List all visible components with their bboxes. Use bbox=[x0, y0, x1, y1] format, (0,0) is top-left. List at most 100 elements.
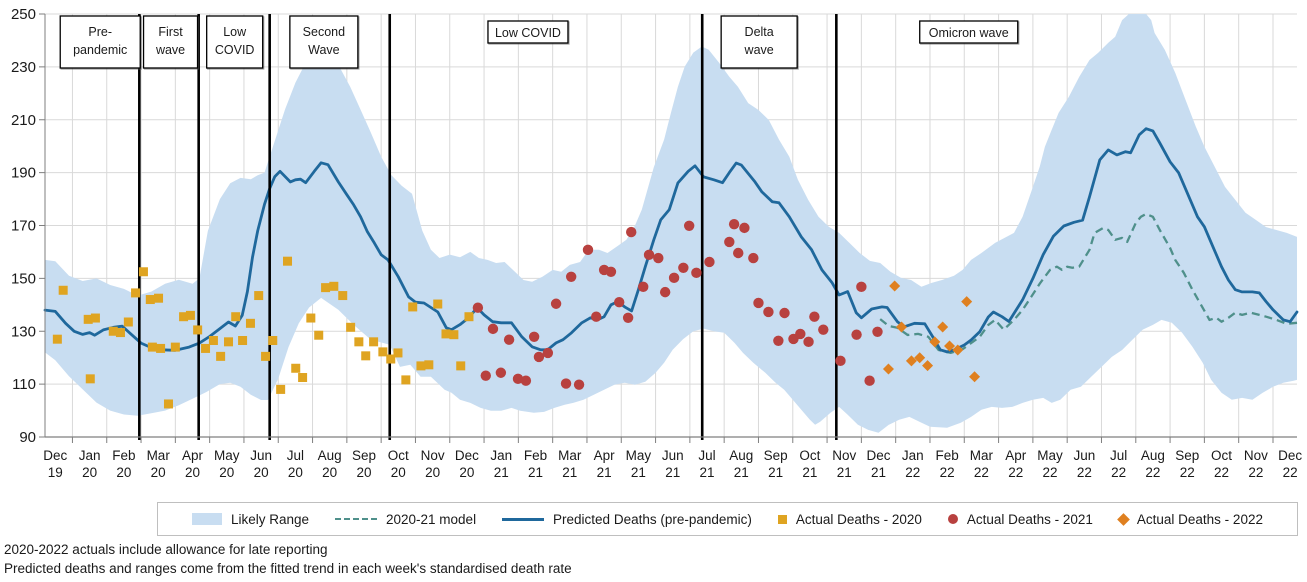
phase-labels: Pre-pandemic First wave Low COVID Second Wave L… bbox=[59, 15, 1019, 69]
phase-label-second-wave: Second Wave bbox=[289, 15, 359, 69]
svg-text:Pre-: Pre- bbox=[88, 25, 112, 39]
svg-text:Low: Low bbox=[223, 25, 247, 39]
footnote-methodology: Predicted deaths and ranges come from th… bbox=[4, 561, 572, 576]
legend-label-actual-2022: Actual Deaths - 2022 bbox=[1136, 511, 1263, 527]
footnote-late-reporting: 2020-2022 actuals include allowance for … bbox=[4, 542, 328, 557]
phase-label-first-wave: First wave bbox=[142, 15, 199, 69]
actual-2020-markers bbox=[52, 256, 474, 409]
legend-label-actual-2021: Actual Deaths - 2021 bbox=[966, 511, 1093, 527]
svg-text:170: 170 bbox=[11, 218, 36, 235]
predicted-deaths-line bbox=[43, 127, 1299, 354]
legend-label-predicted: Predicted Deaths (pre-pandemic) bbox=[553, 511, 752, 527]
phase-dividers bbox=[138, 14, 838, 440]
phase-label-delta-wave: Delta wave bbox=[720, 15, 798, 69]
legend-item-predicted: Predicted Deaths (pre-pandemic) bbox=[502, 512, 752, 527]
phase-label-pre--pandemic: Pre-pandemic bbox=[59, 15, 141, 69]
likely-range-swatch bbox=[192, 513, 222, 525]
footnotes: 2020-2022 actuals include allowance for … bbox=[4, 540, 572, 578]
legend-item-actual-2021: Actual Deaths - 2021 bbox=[947, 511, 1093, 527]
legend-item-likely-range: Likely Range bbox=[192, 512, 309, 527]
actual-2020-swatch bbox=[777, 514, 787, 524]
model-2020-21-line bbox=[879, 212, 1298, 355]
legend-item-model-2020-21: 2020-21 model bbox=[335, 512, 476, 527]
actual-2021-markers bbox=[472, 218, 883, 390]
phase-label-omicronwave: Omicron wave bbox=[919, 20, 1019, 44]
phase-label-lowcovid: Low COVID bbox=[487, 20, 569, 44]
svg-text:250: 250 bbox=[11, 6, 36, 23]
phase-label-low-covid: Low COVID bbox=[206, 15, 264, 69]
actual-2021-swatch bbox=[947, 514, 958, 524]
svg-text:Wave: Wave bbox=[308, 43, 340, 57]
svg-text:COVID: COVID bbox=[215, 43, 255, 57]
actual-2022-swatch bbox=[1117, 512, 1130, 526]
svg-text:wave: wave bbox=[155, 43, 185, 57]
chart-legend: Likely Range 2020-21 model Predicted Death… bbox=[157, 502, 1298, 536]
legend-item-actual-2022: Actual Deaths - 2022 bbox=[1117, 511, 1263, 527]
svg-text:90: 90 bbox=[19, 429, 36, 446]
svg-text:130: 130 bbox=[11, 323, 36, 340]
svg-text:First: First bbox=[158, 25, 183, 39]
svg-text:150: 150 bbox=[11, 270, 36, 287]
chart-canvas: Pre-pandemic First wave Low COVID Second Wave L… bbox=[11, 6, 1302, 480]
svg-text:110: 110 bbox=[12, 376, 36, 393]
legend-label-model-2020-21: 2020-21 model bbox=[386, 511, 477, 527]
svg-text:190: 190 bbox=[11, 165, 36, 182]
legend-label-actual-2020: Actual Deaths - 2020 bbox=[795, 511, 922, 527]
svg-text:230: 230 bbox=[11, 59, 36, 76]
svg-text:Second: Second bbox=[303, 25, 345, 39]
predicted-swatch bbox=[502, 517, 545, 521]
svg-text:pandemic: pandemic bbox=[73, 43, 127, 57]
legend-item-actual-2020: Actual Deaths - 2020 bbox=[777, 511, 922, 527]
x-axis-labels: Dec 19 Jan 20 Feb 20 Mar 20 Apr 20 May 20 Jun 20 Jul 20… bbox=[43, 448, 1302, 480]
actual-2022-markers bbox=[882, 280, 981, 383]
legend-label-likely-range: Likely Range bbox=[231, 511, 310, 527]
svg-text:210: 210 bbox=[11, 112, 36, 129]
model-2020-21-swatch bbox=[335, 518, 377, 520]
y-axis-labels: 90 110 130 150 170 190 210 230 250 bbox=[11, 6, 45, 446]
svg-text:Omicron wave: Omicron wave bbox=[929, 26, 1009, 40]
svg-text:wave: wave bbox=[744, 43, 774, 57]
axes bbox=[44, 14, 1297, 443]
svg-text:Delta: Delta bbox=[745, 25, 774, 39]
likely-range-band bbox=[45, 14, 1297, 433]
svg-text:Low COVID: Low COVID bbox=[495, 26, 561, 40]
